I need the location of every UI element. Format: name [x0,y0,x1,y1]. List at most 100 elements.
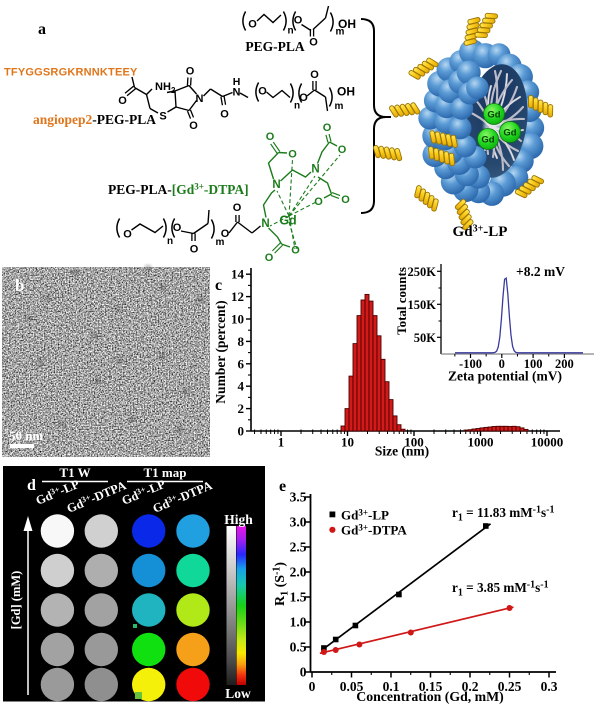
svg-text:0.25: 0.25 [498,679,522,694]
svg-text:0.15: 0.15 [419,679,443,694]
svg-text:n: n [294,101,300,112]
svg-text:Gd3+-LP: Gd3+-LP [341,508,389,523]
svg-text:10: 10 [341,435,354,450]
svg-text:1.0: 1.0 [290,615,307,630]
svg-text:N: N [196,93,204,105]
svg-text:10: 10 [231,312,244,327]
svg-text:m: m [335,101,344,112]
svg-text:O: O [123,229,132,241]
svg-text:50K: 50K [414,331,437,345]
svg-text:3.0: 3.0 [290,515,307,530]
svg-text:0.05: 0.05 [340,679,364,694]
svg-text:angiopep2-PEG-PLA: angiopep2-PEG-PLA [33,112,156,127]
svg-text:0.1: 0.1 [383,679,400,694]
svg-text:High: High [224,512,253,527]
svg-text:r1 = 11.83 mM-1s-1: r1 = 11.83 mM-1s-1 [452,505,554,524]
svg-text:PEG-PLA-[Gd3+-DTPA]: PEG-PLA-[Gd3+-DTPA] [108,182,249,198]
svg-text:n: n [288,26,294,37]
svg-text:1: 1 [278,435,285,450]
svg-text:TFYGGSRGKRNNKTEEY: TFYGGSRGKRNNKTEEY [4,67,138,79]
svg-text:Gd3+-DTPA: Gd3+-DTPA [341,523,407,538]
svg-text:Number (percent): Number (percent) [213,300,228,403]
svg-text:100: 100 [524,357,543,371]
svg-text:2.0: 2.0 [290,565,307,580]
svg-text:4: 4 [238,379,245,394]
svg-text:50 nm: 50 nm [9,428,43,443]
svg-text:c: c [215,277,222,294]
svg-text:O: O [309,37,318,49]
svg-text:12: 12 [231,289,244,304]
svg-text:Size (nm): Size (nm) [375,444,429,459]
svg-text:100: 100 [404,435,424,450]
svg-text:250K: 250K [408,265,437,279]
svg-text:H: H [233,76,241,88]
svg-text:Gd3+-LP: Gd3+-LP [453,224,508,241]
svg-text:O: O [310,69,319,81]
svg-text:n: n [167,236,173,247]
svg-text:+8.2 mV: +8.2 mV [516,264,565,279]
svg-text:Gd: Gd [481,135,494,146]
svg-text:N: N [233,87,241,99]
svg-text:0.2: 0.2 [462,679,479,694]
svg-text:r1 = 3.85 mM-1s-1: r1 = 3.85 mM-1s-1 [452,580,549,599]
svg-text:0: 0 [499,357,505,371]
svg-text:8: 8 [238,334,245,349]
svg-text:N: N [261,218,269,230]
svg-text:PEG-PLA: PEG-PLA [245,39,304,54]
svg-text:O: O [288,149,297,161]
svg-text:O: O [338,144,347,156]
svg-text:2: 2 [171,86,176,95]
svg-text:1000: 1000 [468,435,494,450]
svg-text:O: O [258,86,267,98]
svg-text:T1 W: T1 W [59,465,90,480]
svg-text:Gd: Gd [279,214,296,228]
svg-text:0: 0 [300,665,307,680]
svg-text:T1 map: T1 map [144,465,187,480]
svg-text:200: 200 [555,357,574,371]
svg-text:O: O [118,95,127,107]
svg-text:Low: Low [225,686,251,701]
svg-text:O: O [248,19,257,31]
svg-text:O: O [220,109,229,121]
svg-text:Gd: Gd [503,128,516,139]
svg-text:O: O [266,131,275,143]
svg-text:NH: NH [155,81,171,93]
svg-text:150K: 150K [408,298,437,312]
svg-text:O: O [233,202,242,214]
svg-text:6: 6 [238,356,245,371]
svg-text:O: O [299,92,308,104]
svg-text:e: e [279,478,286,495]
svg-text:O: O [341,194,350,206]
svg-text:O: O [314,196,323,208]
svg-text:a: a [38,21,46,38]
svg-text:m: m [216,237,225,248]
svg-text:N: N [311,164,319,176]
svg-text:m: m [336,27,345,38]
svg-text:2: 2 [238,401,245,416]
svg-text:1.5: 1.5 [290,590,307,605]
svg-text:S: S [159,111,166,123]
svg-text:3.5: 3.5 [290,490,307,505]
svg-text:O: O [265,252,274,264]
svg-text:[Gd] (mM): [Gd] (mM) [9,571,23,630]
svg-text:OH: OH [338,17,356,31]
svg-text:O: O [323,122,332,134]
svg-text:O: O [189,120,198,132]
svg-text:0: 0 [238,424,245,439]
svg-text:0.3: 0.3 [541,679,558,694]
svg-text:O: O [291,245,300,257]
svg-text:OH: OH [337,85,355,99]
svg-text:10000: 10000 [531,435,564,450]
svg-text:Concentration (Gd, mM): Concentration (Gd, mM) [356,689,504,705]
svg-text:d: d [27,477,36,494]
svg-text:14: 14 [231,267,245,282]
svg-text:0: 0 [309,679,316,694]
svg-text:Gd: Gd [487,110,500,121]
svg-text:N: N [272,179,280,191]
svg-text:O: O [294,15,303,27]
svg-text:O: O [221,228,230,240]
svg-text:O: O [190,244,199,256]
svg-text:O: O [173,222,182,234]
svg-text:0.5: 0.5 [290,640,307,655]
svg-text:b: b [15,276,24,295]
